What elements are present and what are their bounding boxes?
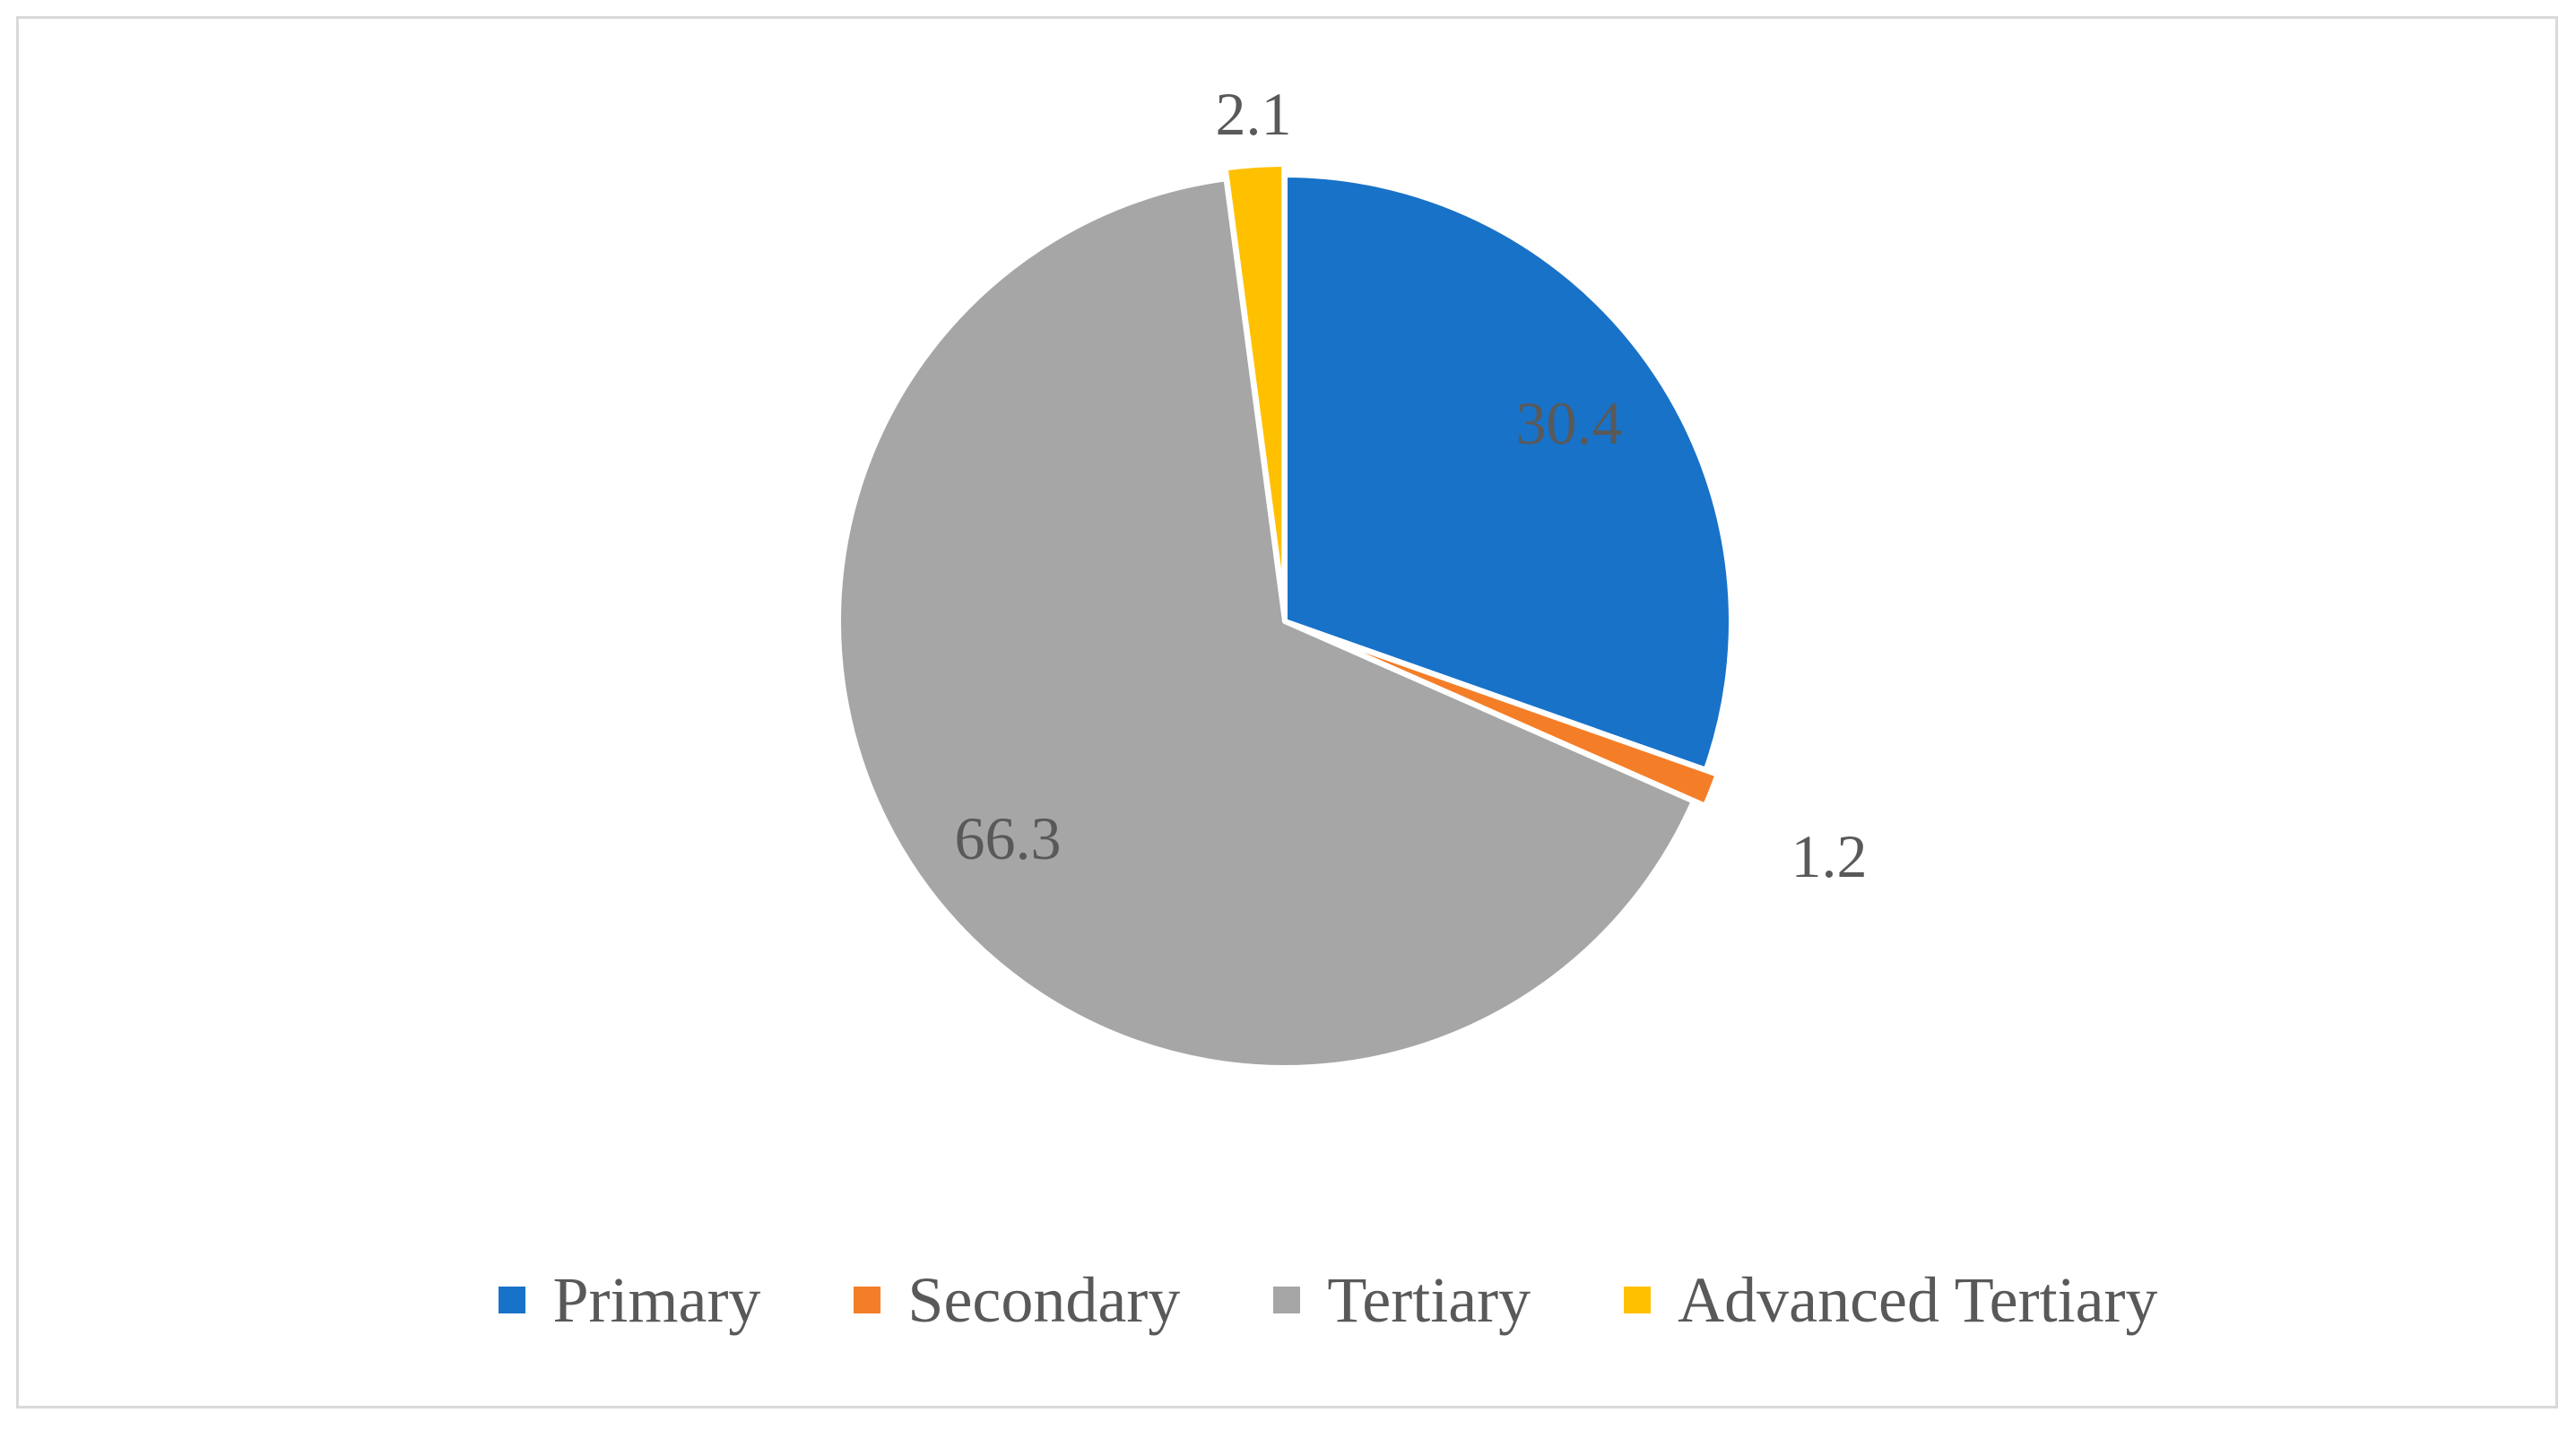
legend-label-advanced-tertiary: Advanced Tertiary bbox=[1678, 1263, 2158, 1336]
legend-item-primary: Primary bbox=[499, 1263, 760, 1338]
pie-slice-tertiary bbox=[836, 176, 1696, 1070]
legend-label-tertiary: Tertiary bbox=[1327, 1263, 1531, 1336]
data-label-advanced-tertiary: 2.1 bbox=[1216, 80, 1292, 148]
pie-slice-primary bbox=[1282, 172, 1734, 773]
legend-item-secondary: Secondary bbox=[854, 1263, 1180, 1338]
legend-item-advanced-tertiary: Advanced Tertiary bbox=[1624, 1263, 2158, 1338]
legend-label-secondary: Secondary bbox=[907, 1263, 1181, 1336]
legend-item-tertiary: Tertiary bbox=[1273, 1263, 1531, 1338]
data-label-primary: 30.4 bbox=[1516, 389, 1623, 457]
data-label-tertiary: 66.3 bbox=[955, 804, 1062, 872]
legend-swatch-secondary bbox=[854, 1287, 881, 1313]
pie-slice-advanced-tertiary bbox=[1222, 161, 1288, 614]
pie-data-labels: 30.4 1.2 66.3 2.1 bbox=[955, 80, 1868, 890]
legend-swatch-advanced-tertiary bbox=[1624, 1287, 1652, 1313]
chart-legend: Primary Secondary Tertiary Advanced Tert… bbox=[40, 1260, 2576, 1340]
legend-swatch-tertiary bbox=[1273, 1287, 1301, 1313]
pie-slices bbox=[836, 161, 1734, 1070]
legend-label-primary: Primary bbox=[552, 1263, 761, 1336]
legend-swatch-primary bbox=[499, 1287, 526, 1313]
data-label-secondary: 1.2 bbox=[1791, 822, 1868, 890]
